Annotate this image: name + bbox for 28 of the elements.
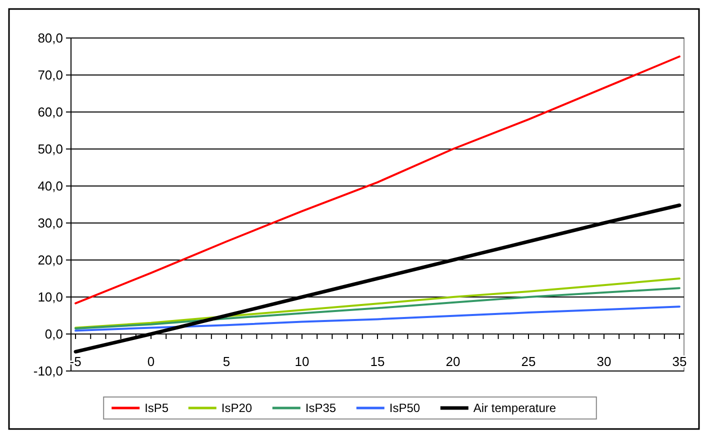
legend-label: IsP50 xyxy=(389,401,420,416)
x-tick-label: 25 xyxy=(521,354,536,369)
x-tick-label: 10 xyxy=(294,354,310,369)
legend-label: IsP20 xyxy=(221,401,252,416)
x-tick-label: 0 xyxy=(147,354,155,369)
y-tick-label: 10,0 xyxy=(38,290,63,305)
y-tick-label: 30,0 xyxy=(38,216,63,231)
legend-label: Air temperature xyxy=(473,401,556,416)
y-tick-label: 20,0 xyxy=(38,252,63,268)
legend-label: IsP5 xyxy=(144,401,169,416)
y-tick-label: 80,0 xyxy=(38,30,63,46)
y-tick-label: 60,0 xyxy=(38,104,63,120)
line-series xyxy=(74,56,680,304)
x-tick-label: 30 xyxy=(596,354,612,369)
y-tick-label: 50,0 xyxy=(38,142,63,157)
line-series xyxy=(74,278,680,329)
x-tick-label: 20 xyxy=(446,354,460,369)
x-tick-label: 15 xyxy=(370,354,385,369)
y-tick-label: 40,0 xyxy=(38,178,63,194)
line-series xyxy=(74,306,680,332)
y-tick-label: -10,0 xyxy=(33,364,63,379)
legend-label: IsP35 xyxy=(305,401,336,416)
y-tick-label: 0,0 xyxy=(44,326,63,342)
line-series xyxy=(74,287,680,330)
x-tick-label: 5 xyxy=(222,354,230,369)
y-tick-label: 70,0 xyxy=(38,68,63,83)
line-series xyxy=(74,203,682,354)
x-tick-label: 35 xyxy=(672,354,687,369)
